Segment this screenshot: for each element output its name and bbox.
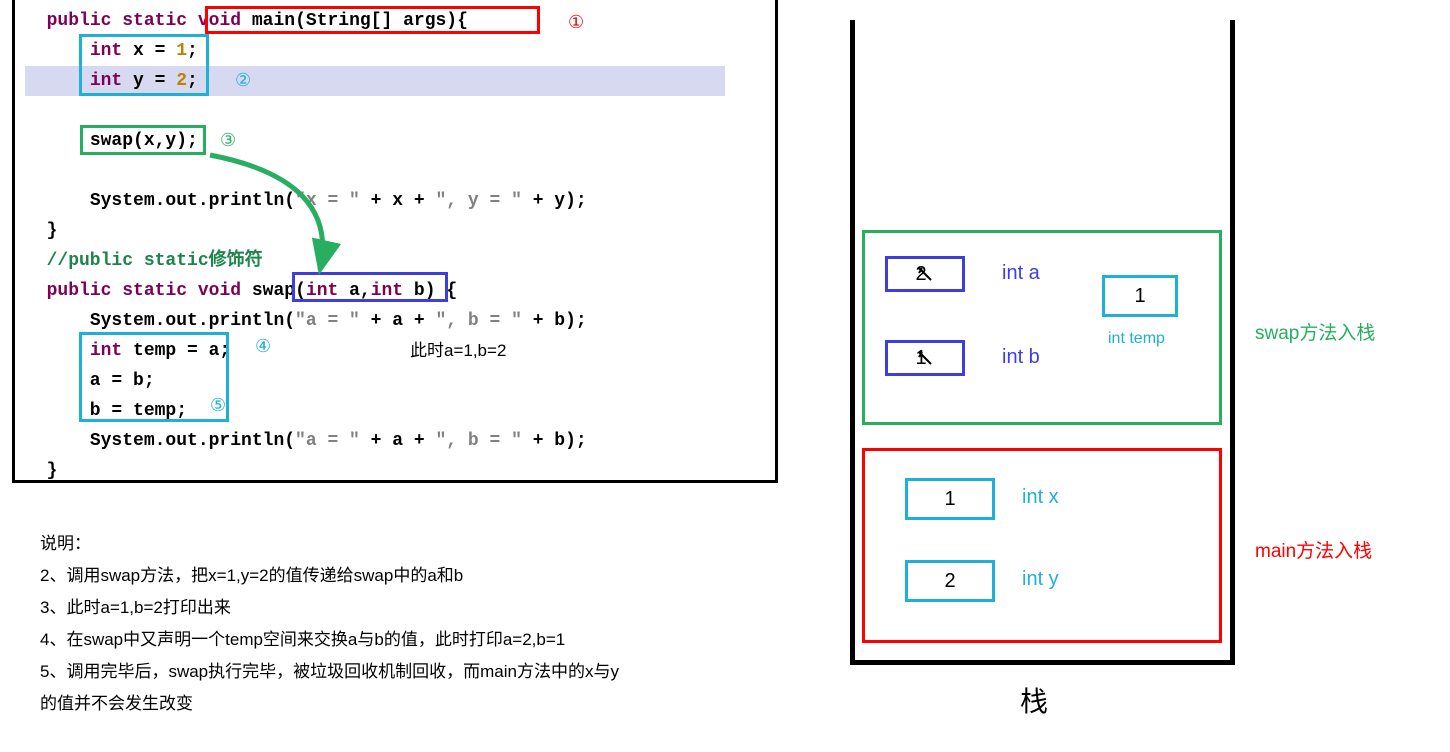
var-a-box: 2 [885, 256, 965, 292]
code-line-blank2 [25, 156, 765, 186]
circle-4: ④ [255, 336, 271, 357]
strike-icon [917, 266, 933, 282]
var-temp-label: int temp [1108, 330, 1165, 348]
note-a1b2: 此时a=1,b=2 [410, 336, 506, 361]
circle-1: ① [568, 12, 584, 33]
box-main-signature [205, 6, 540, 34]
box-swap-params [292, 272, 448, 302]
circle-3: ③ [220, 130, 236, 151]
code-line-8: } [25, 216, 765, 246]
explain-item-3: 3、此时a=1,b=2打印出来 [40, 592, 619, 624]
var-y-box: 2 [905, 560, 995, 602]
var-x-label: int x [1022, 486, 1059, 509]
var-a-label: int a [1002, 262, 1040, 285]
stack-title: 栈 [1020, 680, 1048, 720]
code-line-16: } [25, 456, 765, 486]
var-x-box: 1 [905, 478, 995, 520]
explain-title: 说明： [40, 528, 619, 560]
explain-item-5b: 的值并不会发生改变 [40, 688, 619, 720]
var-temp-box: 1 [1102, 275, 1178, 317]
var-b-box: 1 [885, 340, 965, 376]
explain-item-4: 4、在swap中又声明一个temp空间来交换a与b的值，此时打印a=2,b=1 [40, 624, 619, 656]
code-line-7: System.out.println("x = " + x + ", y = "… [25, 186, 765, 216]
box-int-xy [79, 34, 209, 96]
box-swap-body [79, 332, 229, 422]
main-frame-label: main方法入栈 [1255, 536, 1372, 563]
explain-item-5a: 5、调用完毕后，swap执行完毕，被垃圾回收机制回收，而main方法中的x与y [40, 656, 619, 688]
explanation: 说明： 2、调用swap方法，把x=1,y=2的值传递给swap中的a和b 3、… [40, 528, 619, 720]
explain-item-2: 2、调用swap方法，把x=1,y=2的值传递给swap中的a和b [40, 560, 619, 592]
code-panel: public static void main(String[] args){ … [12, 0, 778, 483]
circle-2: ② [235, 70, 251, 91]
code-line-blank1 [25, 96, 765, 126]
code-line-15: System.out.println("a = " + a + ", b = "… [25, 426, 765, 456]
var-y-label: int y [1022, 568, 1059, 591]
circle-5: ⑤ [210, 395, 226, 416]
var-b-label: int b [1002, 346, 1040, 369]
box-swap-call [80, 125, 206, 155]
strike-icon [917, 350, 933, 366]
swap-frame-label: swap方法入栈 [1255, 318, 1375, 345]
